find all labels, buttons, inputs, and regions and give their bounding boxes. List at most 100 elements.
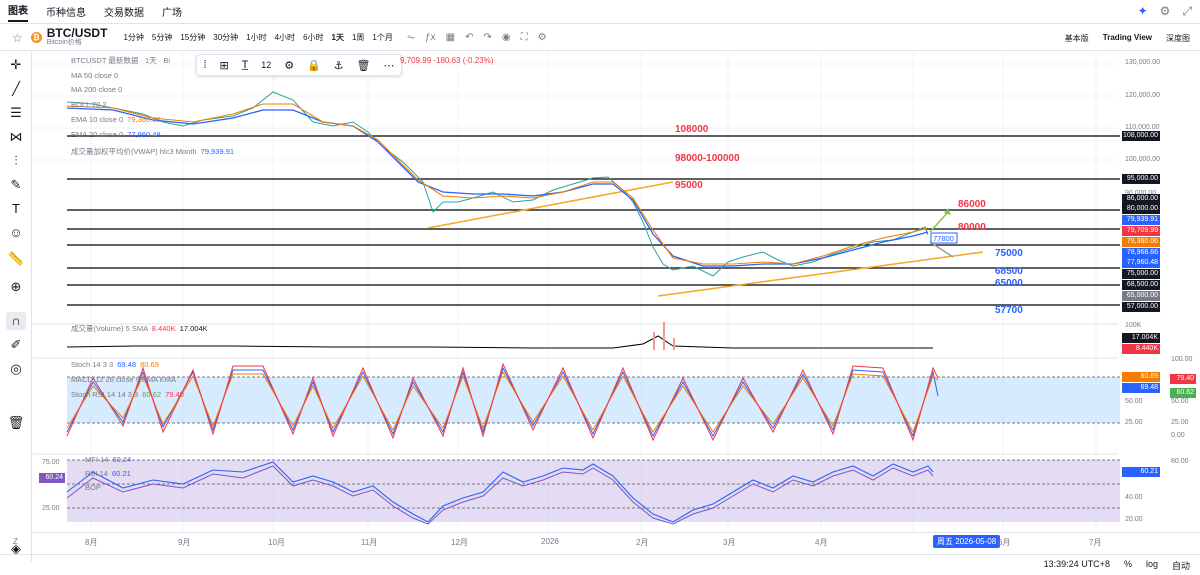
- zoom-icon[interactable]: ⊕: [10, 279, 22, 294]
- text-icon[interactable]: T: [12, 201, 20, 216]
- fib-icon[interactable]: ☰: [10, 105, 22, 120]
- legend-vwap[interactable]: 成交量加权平均价(VWAP) hlc3 Month 79,939.91: [71, 146, 234, 157]
- redo-icon[interactable]: ↷: [483, 32, 492, 43]
- auto-toggle[interactable]: 自动: [1171, 561, 1190, 571]
- nav-tab-coin-info[interactable]: 币种信息: [46, 8, 86, 19]
- pattern-icon[interactable]: ⋈: [9, 129, 23, 144]
- layout-icon[interactable]: ▦: [445, 32, 456, 43]
- template-icon[interactable]: ⊞: [219, 59, 229, 72]
- crosshair-date-badge: 周五 2026-05-08: [933, 535, 1001, 548]
- lock-icon[interactable]: 🔒: [307, 59, 321, 72]
- visibility-icon[interactable]: ◎: [10, 361, 22, 376]
- camera-icon[interactable]: ◉: [501, 32, 511, 43]
- legend-bb-label: BOLL 20 2: [71, 100, 107, 109]
- interval-30m[interactable]: 30分钟: [213, 33, 239, 42]
- emoji-icon[interactable]: ☺: [9, 225, 23, 240]
- interval-6h[interactable]: 6小时: [303, 33, 324, 42]
- legend-stoch[interactable]: Stoch 14 3 3 69.48 80.69: [71, 360, 159, 369]
- interval-1mo[interactable]: 1个月: [372, 33, 393, 42]
- font-size-value[interactable]: 12: [261, 60, 272, 70]
- price-tick: 90,000.00: [1125, 190, 1156, 197]
- price-tick: 100,000.00: [1125, 156, 1161, 163]
- trendline-icon[interactable]: ╱: [12, 81, 20, 96]
- stochrsi-tag-k: 60.62: [1170, 388, 1196, 398]
- mfi-left-tick: 75.00: [42, 459, 60, 466]
- expand-icon[interactable]: ⤢: [1182, 4, 1192, 18]
- zoom-z-label[interactable]: Z: [13, 537, 18, 546]
- settings-gear-icon[interactable]: ⚙: [537, 32, 547, 43]
- volume-bars: [653, 322, 675, 350]
- legend-rsi[interactable]: RSI 14 60.21: [85, 469, 131, 478]
- delete-icon[interactable]: 🗑: [356, 59, 371, 72]
- percent-toggle[interactable]: %: [1123, 559, 1132, 569]
- legend-stochrsi-label: Stoch RSI 14 14 3 3: [71, 390, 139, 399]
- rsi-series: [66, 461, 934, 523]
- settings-icon[interactable]: ⚙: [1159, 4, 1171, 18]
- annotation-57700: 57700: [995, 305, 1023, 316]
- legend-mfi[interactable]: MFI 14 60.24: [85, 455, 131, 464]
- chart-area[interactable]: BTCUSDT 最新数据 · 1天 · Bi MA 50 close 0 MA …: [33, 52, 1200, 532]
- settings-icon[interactable]: ⚙: [284, 59, 295, 72]
- interval-1h[interactable]: 1小时: [246, 33, 267, 42]
- layers-icon[interactable]: ◈: [11, 541, 21, 556]
- legend-ma50[interactable]: MA 50 close 0: [71, 71, 118, 80]
- annotation-95000: 95000: [675, 180, 703, 191]
- interval-5m[interactable]: 5分钟: [151, 33, 173, 42]
- nav-tab-chart[interactable]: 图表: [8, 2, 28, 22]
- legend-bop[interactable]: BOP: [85, 483, 101, 492]
- trash-icon[interactable]: 🗑: [7, 415, 25, 430]
- main-legend: BTCUSDT 最新数据 · 1天 · Bi: [71, 55, 170, 66]
- legend-ma200[interactable]: MA 200 close 0: [71, 85, 122, 94]
- chart-canvas: [33, 52, 1120, 532]
- legend-volume[interactable]: 成交量(Volume) 5 SMA 8.440K 17.004K: [71, 323, 208, 334]
- symbol-block[interactable]: BTC/USDT Bitcoin价格: [47, 27, 108, 48]
- interval-15m[interactable]: 15分钟: [180, 33, 206, 42]
- text-color-icon[interactable]: T̲: [241, 59, 249, 71]
- log-toggle[interactable]: log: [1145, 559, 1158, 569]
- mfi-left-tick: 25.00: [42, 505, 60, 512]
- time-label: 2026: [541, 537, 559, 546]
- legend-volume-value2: 17.004K: [179, 324, 208, 333]
- chart-type-icon[interactable]: ⏦: [406, 32, 416, 43]
- legend-ema20[interactable]: EMA 20 close 0 77,960.48: [71, 130, 161, 139]
- magnet-icon[interactable]: ∩: [6, 312, 26, 330]
- top-nav: 图表 币种信息 交易数据 广场 ✦ ⚙ ⤢: [0, 0, 1200, 24]
- price-tick: 120,000.00: [1125, 92, 1161, 99]
- anchor-icon[interactable]: ⚓: [333, 59, 344, 72]
- indicators-icon[interactable]: ƒx: [425, 32, 436, 43]
- legend-ema10[interactable]: EMA 10 close 0 79,360.06: [71, 115, 161, 124]
- legend-vwap-value: 79,939.91: [200, 147, 235, 156]
- legend-mfi-label: MFI 14: [85, 455, 109, 464]
- nav-tab-square[interactable]: 广场: [162, 8, 182, 19]
- interval-1w[interactable]: 1周: [351, 33, 365, 42]
- position-icon[interactable]: ⫶: [14, 153, 18, 168]
- clock-time[interactable]: 13:39:24 UTC+8: [1043, 559, 1110, 569]
- price-tag-108000: 108,000.00: [1122, 131, 1160, 141]
- undo-icon[interactable]: ↶: [465, 32, 474, 43]
- fullscreen-icon[interactable]: ⛶: [520, 32, 528, 43]
- bitcoin-coin-icon: ₿: [30, 32, 42, 43]
- interval-1m[interactable]: 1分钟: [123, 33, 144, 42]
- brush-icon[interactable]: ✎: [10, 177, 22, 192]
- tab-basic[interactable]: 基本版: [1064, 34, 1089, 43]
- price-tag-68500: 68,500.00: [1122, 280, 1160, 290]
- legend-macd[interactable]: MACD 12 26 close 9 EMA EMA: [71, 375, 176, 384]
- stoch-tag-k: 69.48: [1122, 383, 1160, 393]
- interval-4h[interactable]: 4小时: [274, 33, 296, 42]
- favorite-star-icon[interactable]: ☆: [12, 30, 23, 45]
- tab-depth[interactable]: 深度图: [1166, 34, 1190, 43]
- nav-tab-trade-data[interactable]: 交易数据: [104, 8, 144, 19]
- legend-ema20-label: EMA 20 close 0: [71, 130, 124, 139]
- ai-sparkle-icon[interactable]: ✦: [1137, 4, 1148, 18]
- legend-bb[interactable]: BOLL 20 2: [71, 100, 107, 109]
- lock-draw-icon[interactable]: ✐: [10, 337, 22, 352]
- interval-1d[interactable]: 1天: [331, 33, 344, 42]
- ruler-icon[interactable]: 📏: [7, 251, 25, 266]
- legend-stochrsi[interactable]: Stoch RSI 14 14 3 3 60.62 79.40: [71, 390, 184, 399]
- time-axis[interactable]: Z 8月 9月 10月 11月 12月 2026 2月 3月 4月 周五 202…: [13, 532, 1200, 550]
- tab-tradingview[interactable]: Trading View: [1102, 33, 1152, 42]
- more-icon[interactable]: ⋯: [383, 59, 395, 72]
- crosshair-icon[interactable]: ✛: [10, 57, 22, 72]
- price-tick: 110,000.00: [1125, 124, 1160, 131]
- drag-handle-icon[interactable]: ⁞: [203, 59, 207, 71]
